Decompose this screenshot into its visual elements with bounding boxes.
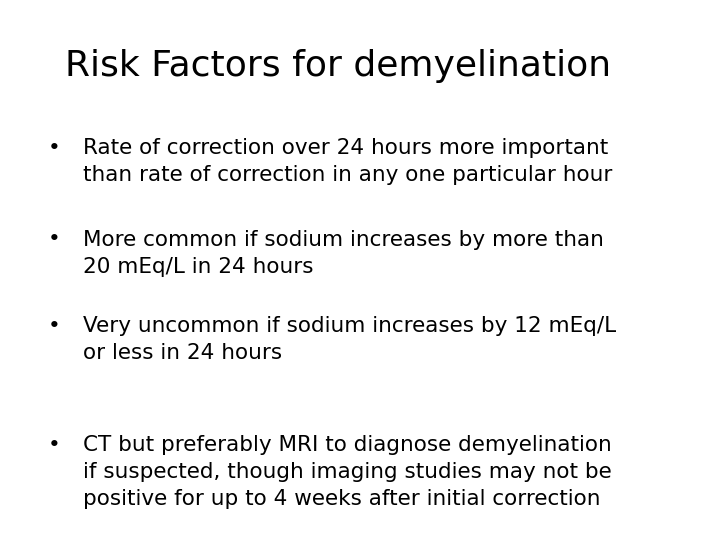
Text: CT but preferably MRI to diagnose demyelination
if suspected, though imaging stu: CT but preferably MRI to diagnose demyel…	[83, 435, 611, 509]
Text: Very uncommon if sodium increases by 12 mEq/L
or less in 24 hours: Very uncommon if sodium increases by 12 …	[83, 316, 616, 363]
Text: Risk Factors for demyelination: Risk Factors for demyelination	[65, 49, 611, 83]
Text: •: •	[48, 138, 60, 158]
Text: •: •	[48, 435, 60, 455]
Text: Rate of correction over 24 hours more important
than rate of correction in any o: Rate of correction over 24 hours more im…	[83, 138, 612, 185]
Text: •: •	[48, 230, 60, 249]
Text: More common if sodium increases by more than
20 mEq/L in 24 hours: More common if sodium increases by more …	[83, 230, 603, 276]
Text: •: •	[48, 316, 60, 336]
